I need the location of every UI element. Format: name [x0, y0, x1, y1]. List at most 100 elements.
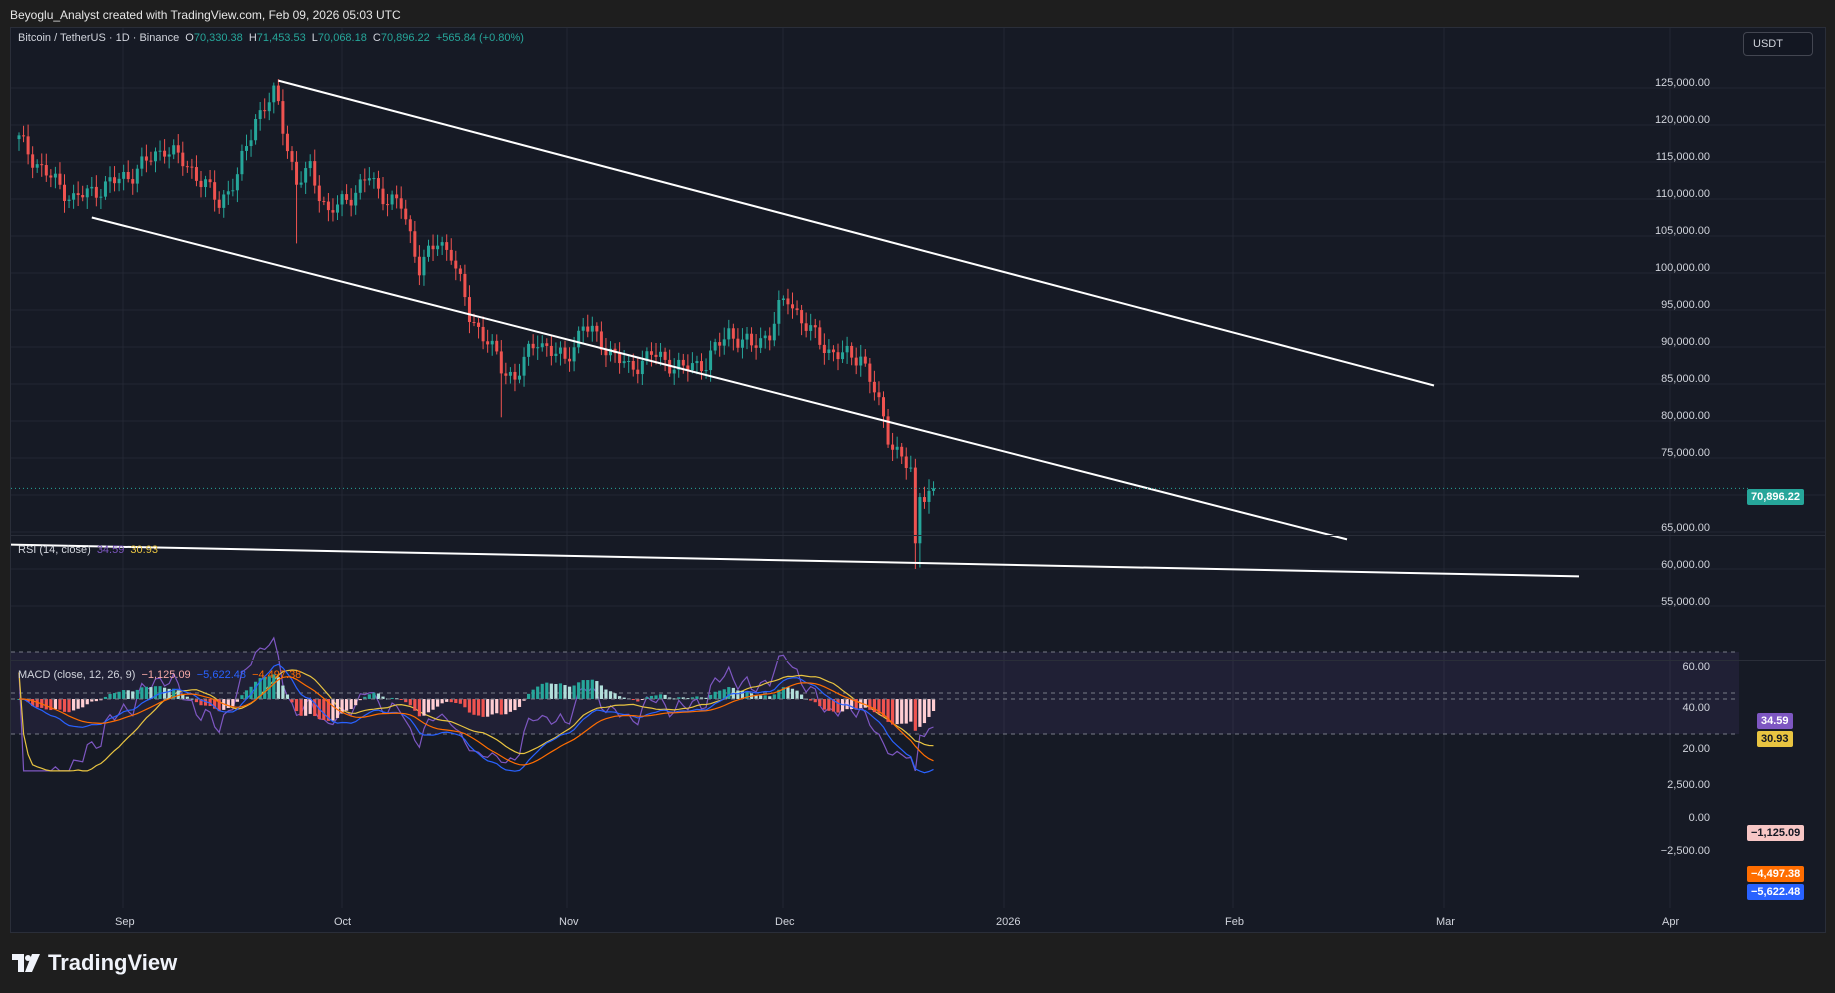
candle-body — [618, 353, 622, 364]
macd-hist-bar — [554, 684, 558, 699]
macd-hist-bar — [581, 680, 585, 699]
macd-hist-bar — [404, 699, 408, 703]
candle-body — [103, 181, 107, 197]
candle-body — [813, 325, 817, 328]
candle-body — [40, 164, 44, 166]
chart-canvas[interactable] — [11, 28, 1826, 933]
candle-body — [800, 310, 804, 324]
macd-hist-bar — [563, 685, 567, 699]
candle-body — [295, 161, 299, 185]
candle-body — [504, 373, 508, 376]
macd-hist-bar — [645, 697, 649, 699]
macd-tick: 2,500.00 — [1667, 779, 1710, 791]
candle-body — [513, 371, 517, 380]
candle-body — [891, 444, 895, 450]
macd-hist-bar — [381, 696, 385, 699]
candle-body — [900, 446, 904, 457]
macd-hist-bar — [140, 687, 144, 699]
macd-hist-bar — [190, 698, 194, 700]
candle-body — [267, 102, 271, 112]
macd-hist-bar — [567, 686, 572, 699]
macd-hist-bar — [886, 699, 890, 722]
candle-body — [290, 151, 294, 162]
candle-body — [126, 171, 130, 180]
macd-hist-bar — [363, 696, 367, 699]
macd-line-value: −5,622.48 — [196, 669, 246, 681]
candle-body — [163, 150, 167, 157]
macd-hist-bar — [135, 689, 139, 699]
candle-body — [540, 343, 544, 348]
rsi-label[interactable]: RSI (14, close) — [18, 544, 91, 556]
candle-body — [231, 190, 235, 192]
candle-body — [372, 178, 376, 180]
macd-hist-bar — [654, 695, 658, 699]
candle-body — [26, 136, 30, 155]
macd-hist-bar — [713, 691, 717, 699]
price-tick: 105,000.00 — [1654, 225, 1710, 237]
candle-body — [408, 219, 412, 232]
macd-hist-bar — [26, 699, 30, 703]
candle-body — [795, 308, 799, 311]
macd-hist-bar — [163, 687, 167, 699]
macd-hist-bar — [299, 699, 303, 716]
macd-hist-bar — [599, 685, 603, 699]
candle-body — [495, 340, 499, 352]
macd-hist-bar — [527, 693, 531, 699]
candle-body — [882, 397, 885, 417]
candle-body — [340, 194, 344, 205]
candle-body — [204, 179, 208, 188]
candle-body — [545, 343, 549, 346]
tradingview-logo[interactable]: TradingView — [12, 950, 177, 976]
pane-separator-macd[interactable] — [11, 660, 1825, 661]
candle-body — [222, 194, 226, 208]
macd-hist-bar — [595, 681, 599, 699]
macd-hist-bar — [513, 699, 517, 711]
chart-frame[interactable]: Bitcoin / TetherUS · 1D · Binance O70,33… — [10, 27, 1826, 933]
candle-body — [595, 325, 599, 332]
candle-body — [458, 268, 462, 274]
pane-separator-rsi[interactable] — [11, 535, 1825, 536]
candle-body — [722, 339, 726, 346]
candle-body — [490, 340, 494, 345]
candle-body — [609, 348, 612, 356]
macd-hist-bar — [217, 699, 221, 712]
macd-hist-bar — [577, 682, 581, 699]
macd-hist-bar — [508, 699, 512, 712]
macd-hist-bar — [786, 687, 790, 699]
macd-line-badge: −5,622.48 — [1747, 884, 1805, 900]
macd-hist-bar — [495, 699, 499, 714]
macd-hist-bar — [740, 691, 745, 699]
candle-body — [404, 208, 408, 220]
candle-body — [877, 392, 881, 398]
macd-hist-bar — [672, 698, 676, 700]
macd-legend: MACD (close, 12, 26, 9) −1,125.09 −5,622… — [18, 669, 304, 681]
symbol-name[interactable]: Bitcoin / TetherUS · 1D · Binance — [18, 32, 180, 44]
macd-hist-bar — [58, 699, 62, 710]
low-value: 70,068.18 — [317, 32, 367, 44]
macd-hist-bar — [417, 699, 421, 717]
candle-body — [631, 361, 635, 370]
macd-hist-bar — [881, 699, 886, 717]
candle-body — [868, 363, 872, 382]
rsi-tick: 60.00 — [1682, 661, 1710, 673]
macd-hist-bar — [831, 699, 836, 712]
macd-hist-bar — [172, 688, 176, 699]
candle-body — [558, 347, 562, 354]
macd-label[interactable]: MACD (close, 12, 26, 9) — [18, 669, 136, 681]
macd-hist-bar — [640, 699, 644, 700]
macd-hist-value: −1,125.09 — [141, 669, 191, 681]
macd-hist-bar — [690, 697, 694, 699]
candle-body — [336, 204, 339, 213]
macd-hist-bar — [53, 699, 57, 710]
macd-hist-bar — [408, 699, 412, 706]
currency-button[interactable]: USDT — [1743, 32, 1813, 56]
candle-body — [245, 146, 248, 151]
candle-body — [194, 167, 198, 181]
rsi-ma-line — [18, 669, 934, 772]
macd-hist-bar — [545, 682, 549, 699]
candle-body — [745, 333, 749, 340]
macd-hist-bar — [367, 694, 371, 699]
candle-body — [208, 179, 212, 183]
candle-body — [549, 345, 553, 356]
candle-body — [850, 345, 854, 358]
